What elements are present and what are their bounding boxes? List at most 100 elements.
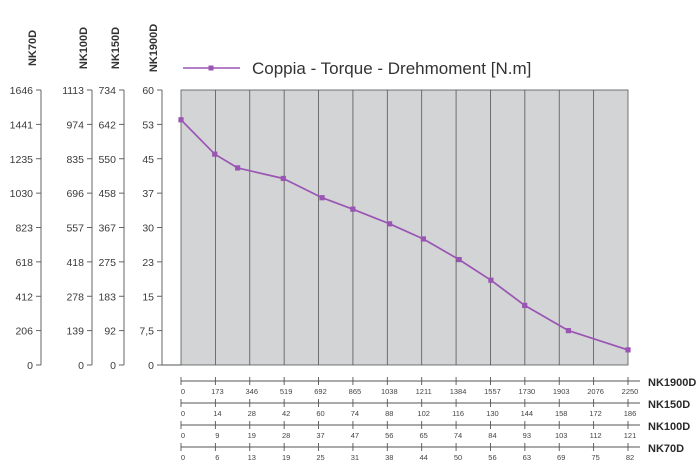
x-tick-label: 19 (282, 453, 290, 462)
data-point (488, 277, 494, 283)
x-tick-label: 112 (590, 431, 602, 440)
data-point (625, 347, 631, 353)
y-tick-label: 37 (142, 188, 154, 200)
x-tick-label: 158 (555, 409, 568, 418)
legend-marker (208, 65, 214, 71)
x-tick-label: 1038 (381, 387, 398, 396)
x-tick-label: 1384 (450, 387, 467, 396)
x-tick-label: 56 (385, 431, 393, 440)
x-tick-label: 0 (181, 453, 185, 462)
x-tick-label: 38 (385, 453, 393, 462)
x-tick-label: 75 (591, 453, 599, 462)
data-point (387, 221, 393, 227)
x-tick-label: 130 (486, 409, 499, 418)
y-tick-label: 696 (66, 188, 84, 200)
x-tick-label: 93 (523, 431, 531, 440)
data-point (212, 151, 218, 157)
x-tick-label: 865 (349, 387, 362, 396)
x-tick-label: 88 (385, 409, 393, 418)
legend: Coppia - Torque - Drehmoment [N.m] (183, 59, 531, 78)
x-tick-label: 1903 (553, 387, 570, 396)
x-axis-nk70d: 0 6 13 19 25 31 38 44 50 56 63 69 75 82 NK70D (180, 443, 684, 462)
x-tick-label: 37 (316, 431, 324, 440)
x-tick-label: 0 (181, 387, 185, 396)
x-tick-label: 44 (420, 453, 428, 462)
x-axis-title: NK70D (648, 443, 684, 455)
x-tick-label: 1557 (484, 387, 501, 396)
x-tick-label: 42 (282, 409, 290, 418)
y-tick-label: 734 (98, 85, 116, 97)
y-tick-label: 0 (110, 360, 116, 372)
x-tick-label: 172 (589, 409, 602, 418)
x-axis-title: NK100D (648, 421, 690, 433)
data-point (319, 195, 325, 201)
y-tick-label: 823 (15, 223, 33, 235)
x-tick-label: 25 (316, 453, 324, 462)
legend-label: Coppia - Torque - Drehmoment [N.m] (252, 59, 531, 78)
y-tick-label: 0 (148, 360, 154, 372)
x-tick-label: 14 (213, 409, 221, 418)
x-tick-label: 74 (454, 431, 462, 440)
x-axis-title: NK150D (648, 399, 690, 411)
y-tick-label: 60 (142, 85, 154, 97)
y-tick-label: 1235 (10, 154, 34, 166)
data-point (178, 117, 184, 123)
y-tick-label: 206 (15, 326, 33, 338)
x-tick-label: 13 (248, 453, 256, 462)
x-tick-label: 186 (624, 409, 637, 418)
y-axes: 0 206 412 618 823 1030 1235 1441 1646 NK70D 0 139 27… (10, 24, 181, 372)
x-tick-label: 69 (557, 453, 565, 462)
y-tick-label: 550 (98, 154, 116, 166)
y-tick-label: 618 (15, 257, 33, 269)
y-tick-label: 45 (142, 154, 154, 166)
x-tick-label: 103 (555, 431, 568, 440)
x-tick-label: 121 (624, 431, 637, 440)
data-point (235, 165, 241, 171)
vertical-grid (214, 90, 595, 365)
x-tick-label: 2076 (587, 387, 604, 396)
y-tick-label: 1113 (62, 85, 84, 97)
x-tick-label: 28 (282, 431, 290, 440)
y-tick-label: 92 (104, 326, 116, 338)
x-tick-label: 2250 (622, 387, 639, 396)
y-tick-label: 30 (142, 223, 154, 235)
x-tick-label: 50 (454, 453, 462, 462)
y-tick-label: 23 (142, 257, 154, 269)
y-tick-label: 974 (66, 119, 84, 131)
y-axis-nk70d: 0 206 412 618 823 1030 1235 1441 1646 NK70D (10, 30, 42, 372)
y-tick-label: 1030 (10, 188, 34, 200)
x-tick-label: 144 (521, 409, 534, 418)
x-tick-label: 84 (488, 431, 496, 440)
y-tick-label: 7,5 (139, 326, 154, 338)
x-tick-label: 0 (181, 409, 185, 418)
y-axis-nk100d: 0 139 278 418 557 696 835 974 1113 NK100D (62, 27, 93, 372)
y-tick-label: 275 (98, 257, 116, 269)
y-axis-title: NK1900D (148, 24, 160, 72)
y-tick-label: 835 (66, 154, 84, 166)
x-axis-nk150d: 0 14 28 42 60 74 88 102 116 130 144 158 172 186 NK150D (180, 399, 690, 418)
y-tick-label: 367 (98, 223, 116, 235)
x-tick-label: 519 (280, 387, 293, 396)
x-axis-nk100d: 0 9 19 28 37 47 56 65 74 84 93 103 112 121 NK100D (180, 421, 690, 440)
y-tick-label: 0 (27, 360, 33, 372)
y-axis-title: NK70D (27, 30, 39, 66)
x-tick-label: 60 (316, 409, 324, 418)
y-axis-nk1900d: 0 7,5 15 23 30 37 45 53 60 NK1900D (139, 24, 163, 372)
y-axis-title: NK150D (110, 27, 122, 69)
x-tick-label: 19 (248, 431, 256, 440)
x-tick-label: 173 (211, 387, 224, 396)
x-tick-label: 74 (351, 409, 359, 418)
y-tick-label: 418 (66, 257, 84, 269)
x-tick-label: 346 (246, 387, 259, 396)
data-point (280, 175, 286, 182)
y-tick-label: 278 (66, 291, 84, 303)
y-tick-label: 15 (142, 291, 154, 303)
x-tick-label: 82 (626, 453, 634, 462)
x-tick-label: 0 (181, 431, 185, 440)
x-tick-label: 9 (215, 431, 219, 440)
x-tick-label: 28 (248, 409, 256, 418)
y-tick-label: 1646 (10, 85, 34, 97)
data-point (456, 256, 462, 263)
y-tick-label: 1441 (10, 119, 34, 131)
data-point (565, 328, 571, 334)
